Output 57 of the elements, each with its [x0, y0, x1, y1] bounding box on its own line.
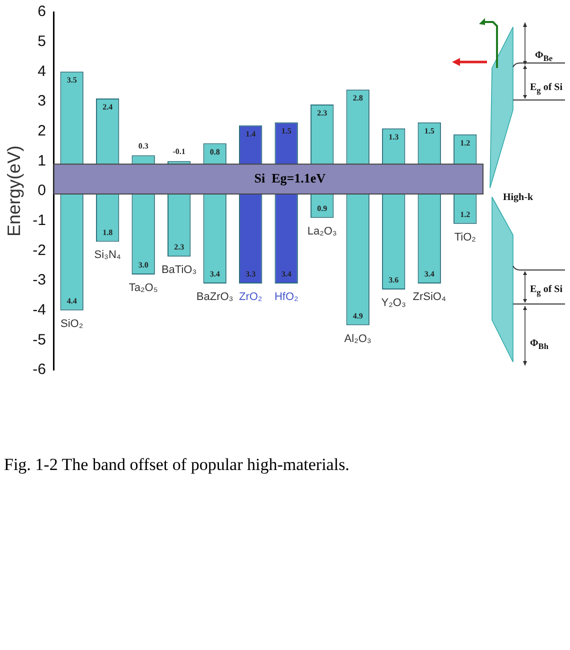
annotation: 2.4	[102, 102, 113, 112]
annotation: 3.4	[210, 270, 220, 279]
annotation: 1.2	[460, 138, 470, 148]
x-tick-label: SiO₂	[60, 318, 84, 330]
annotation: 0.3	[138, 141, 148, 150]
x-tick-label: ZrSiO₄	[412, 291, 446, 304]
x-tick-label: BaTiO₃	[161, 264, 197, 276]
annotation: 1.5	[281, 126, 292, 136]
x-tick-label: Si₃N₄	[94, 249, 122, 262]
annotation: 0.9	[317, 204, 328, 213]
text: Φ$_{Bh}$	[530, 338, 548, 351]
annotation: 1.4	[246, 129, 256, 138]
y-axis-title: Energy(eV)	[4, 145, 24, 237]
annotation: 3.6	[388, 276, 399, 285]
x-tick-label: BaZrO₃	[196, 291, 234, 304]
annotation: 1.3	[388, 132, 399, 142]
annotation: 3.0	[138, 260, 148, 270]
annotation: 0.8	[210, 147, 220, 156]
text: E$_{g}$ of Si	[530, 284, 563, 297]
annotation: 1.5	[424, 126, 434, 136]
caption: Fig. 1-2 The band offset of popular high-materials.	[4, 455, 350, 475]
y-tick-label: 1	[38, 152, 46, 170]
y-tick-label: 5	[38, 32, 46, 50]
x-tick-label: HfO₂	[274, 291, 298, 304]
x-tick-label: TiO₂	[454, 231, 476, 244]
x-tick-label: Al₂O₃	[344, 332, 372, 345]
annotation: 3.4	[281, 270, 292, 279]
y-tick-label: -5	[32, 331, 46, 348]
annotation: 1.2	[460, 210, 470, 219]
x-tick-label: La₂O₃	[307, 225, 337, 238]
annotation: 4.4	[66, 296, 77, 306]
y-tick-label: 6	[38, 3, 46, 20]
x-tick-label: Y₂O₃	[381, 296, 406, 309]
y-tick-label: 2	[38, 122, 46, 140]
annotation: 2.8	[352, 94, 363, 103]
y-tick-label: -1	[32, 212, 46, 229]
y-tick-label: 3	[38, 92, 46, 110]
annotation: 3.4	[424, 270, 434, 279]
band-label: Si Eg=1.1eV	[254, 170, 326, 186]
x-tick-label: ZrO₂	[238, 291, 262, 304]
annotation: 2.3	[317, 108, 328, 118]
annotation: -0.1	[172, 147, 186, 156]
annotation: 1.8	[102, 228, 113, 237]
annotation: 2.3	[174, 242, 184, 252]
y-tick-label: -4	[32, 301, 46, 318]
y-tick-label: 4	[38, 62, 46, 80]
x-tick-label: Ta₂O₅	[128, 282, 158, 294]
y-tick-label: 0	[38, 182, 46, 200]
annotation: 4.9	[352, 311, 363, 320]
y-tick-label: -3	[32, 272, 46, 289]
annotation: 3.5	[66, 76, 77, 85]
text: E$_{g}$ of Si	[530, 82, 563, 95]
y-tick-label: -2	[32, 242, 46, 259]
y-tick-label: -6	[32, 361, 46, 378]
annotation: 3.3	[246, 270, 256, 279]
text: High-k	[503, 192, 534, 203]
text: Φ$_{Be}$	[535, 50, 553, 63]
